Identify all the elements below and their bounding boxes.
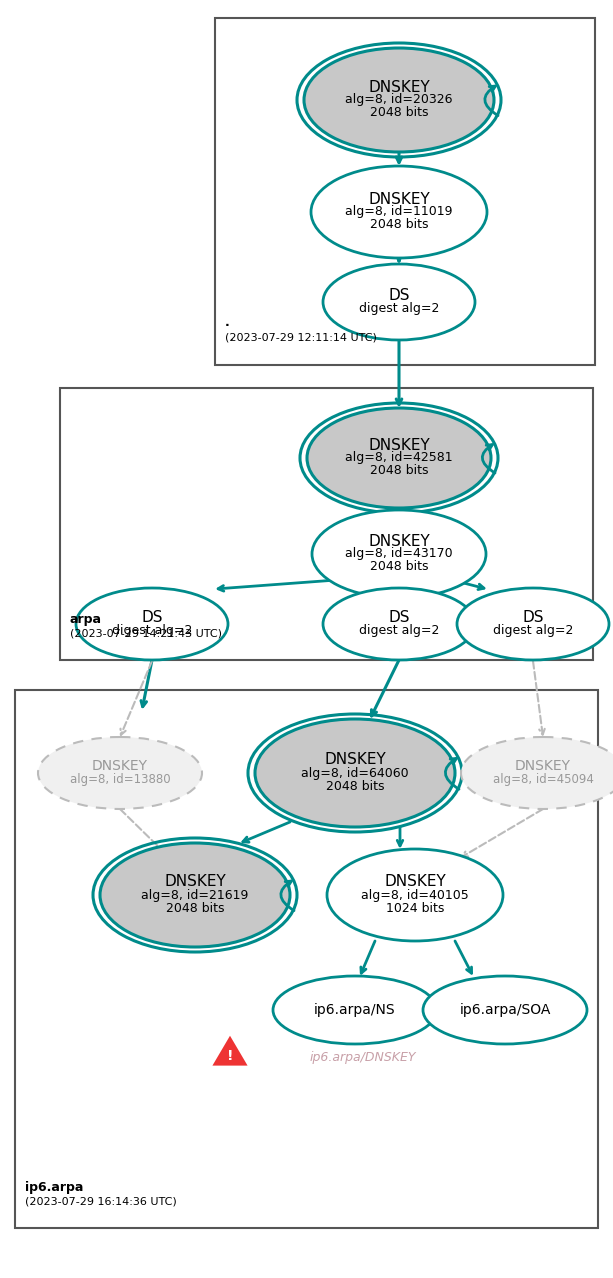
Text: (2023-07-29 16:14:36 UTC): (2023-07-29 16:14:36 UTC) [25, 1197, 177, 1206]
Text: (2023-07-29 12:11:14 UTC): (2023-07-29 12:11:14 UTC) [225, 332, 377, 343]
Text: DS: DS [388, 610, 409, 625]
Text: alg=8, id=64060: alg=8, id=64060 [301, 767, 409, 780]
FancyBboxPatch shape [215, 18, 595, 366]
Polygon shape [210, 1033, 250, 1067]
Text: DNSKEY: DNSKEY [368, 437, 430, 452]
Text: DNSKEY: DNSKEY [384, 874, 446, 889]
Text: 2048 bits: 2048 bits [370, 219, 428, 231]
Ellipse shape [312, 510, 486, 598]
Text: .: . [225, 316, 230, 328]
Text: DS: DS [522, 610, 544, 625]
Text: 2048 bits: 2048 bits [370, 106, 428, 120]
Text: ip6.arpa: ip6.arpa [25, 1181, 83, 1194]
Text: DS: DS [388, 288, 409, 303]
Text: DNSKEY: DNSKEY [92, 759, 148, 773]
Ellipse shape [38, 737, 202, 809]
Text: alg=8, id=45094: alg=8, id=45094 [493, 773, 593, 786]
Text: DNSKEY: DNSKEY [164, 874, 226, 889]
Text: DNSKEY: DNSKEY [515, 759, 571, 773]
Text: arpa: arpa [70, 613, 102, 626]
Text: DNSKEY: DNSKEY [368, 533, 430, 548]
Text: .: . [230, 330, 234, 343]
Ellipse shape [327, 849, 503, 941]
Ellipse shape [423, 976, 587, 1044]
Text: 2048 bits: 2048 bits [370, 561, 428, 574]
Ellipse shape [461, 737, 613, 809]
Text: digest alg=2: digest alg=2 [493, 624, 573, 636]
Ellipse shape [100, 843, 290, 947]
Text: digest alg=2: digest alg=2 [359, 624, 439, 636]
Ellipse shape [255, 720, 455, 827]
Text: ip6.arpa/SOA: ip6.arpa/SOA [459, 1003, 550, 1017]
Text: alg=8, id=43170: alg=8, id=43170 [345, 547, 453, 561]
Ellipse shape [457, 588, 609, 659]
Ellipse shape [311, 166, 487, 258]
Text: 2048 bits: 2048 bits [326, 780, 384, 792]
Text: alg=8, id=11019: alg=8, id=11019 [345, 206, 453, 219]
Text: alg=8, id=20326: alg=8, id=20326 [345, 93, 453, 106]
Text: ip6.arpa/NS: ip6.arpa/NS [314, 1003, 396, 1017]
Text: DS: DS [141, 610, 162, 625]
Text: DNSKEY: DNSKEY [324, 753, 386, 768]
Text: alg=8, id=13880: alg=8, id=13880 [70, 773, 170, 786]
Text: ip6.arpa/DNSKEY: ip6.arpa/DNSKEY [310, 1052, 416, 1065]
Ellipse shape [323, 265, 475, 340]
Ellipse shape [273, 976, 437, 1044]
Text: 1024 bits: 1024 bits [386, 901, 444, 915]
Text: 2048 bits: 2048 bits [370, 464, 428, 478]
Text: alg=8, id=21619: alg=8, id=21619 [142, 888, 249, 901]
Ellipse shape [304, 49, 494, 152]
Text: !: ! [227, 1049, 234, 1063]
Text: DNSKEY: DNSKEY [368, 192, 430, 207]
Ellipse shape [307, 408, 491, 507]
Text: (2023-07-29 14:21:43 UTC): (2023-07-29 14:21:43 UTC) [70, 629, 222, 639]
Ellipse shape [76, 588, 228, 659]
Text: alg=8, id=42581: alg=8, id=42581 [345, 451, 453, 464]
FancyBboxPatch shape [15, 690, 598, 1228]
Text: DNSKEY: DNSKEY [368, 79, 430, 95]
Text: 2048 bits: 2048 bits [166, 901, 224, 915]
Text: digest alg=2: digest alg=2 [112, 624, 192, 636]
Ellipse shape [323, 588, 475, 659]
Text: digest alg=2: digest alg=2 [359, 302, 439, 314]
Text: alg=8, id=40105: alg=8, id=40105 [361, 888, 469, 901]
FancyBboxPatch shape [60, 389, 593, 659]
